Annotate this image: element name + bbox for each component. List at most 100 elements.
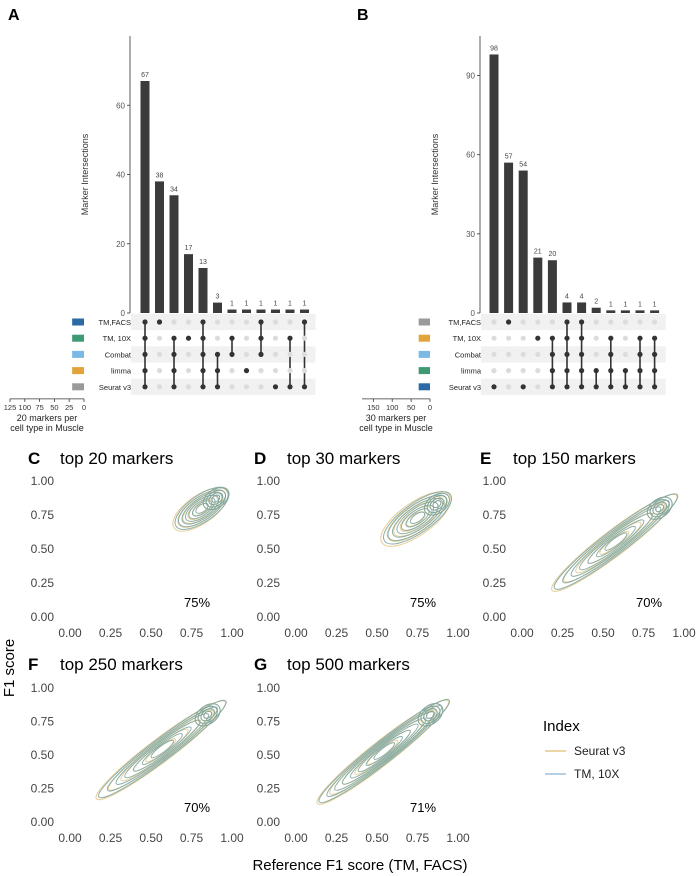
- density-peak-contour: [423, 492, 451, 516]
- matrix-dot-empty: [287, 351, 293, 357]
- y-tick-label: 0.75: [483, 508, 507, 522]
- upset-y-tick-label: 0: [471, 309, 476, 318]
- y-tick-label: 0.00: [31, 610, 55, 624]
- x-tick-label: 0.75: [406, 831, 430, 845]
- matrix-dot-empty: [593, 335, 599, 341]
- panel-label-a: A: [8, 7, 20, 24]
- shared-y-axis-label: F1 score: [1, 639, 18, 697]
- upset-y-tick-label: 60: [466, 151, 475, 160]
- density-contour: [587, 521, 642, 564]
- density-contour: [95, 700, 227, 801]
- intersection-bar: [504, 162, 514, 313]
- matrix-dot-empty: [506, 384, 512, 390]
- set-label: Seurat v3: [449, 383, 481, 392]
- matrix-dot-filled: [142, 384, 148, 390]
- set-size-bar: [418, 383, 430, 391]
- matrix-dot-empty: [491, 319, 497, 325]
- y-tick-label: 0.25: [31, 576, 55, 590]
- matrix-dot-empty: [520, 319, 526, 325]
- density-contour: [604, 532, 628, 551]
- matrix-dot-empty: [272, 335, 279, 341]
- density-contour: [316, 699, 449, 805]
- matrix-dot-filled: [258, 319, 264, 325]
- matrix-dot-empty: [156, 351, 163, 357]
- intersection-bar-label: 20: [549, 251, 557, 258]
- matrix-dot-filled: [622, 384, 629, 390]
- matrix-dot-empty: [549, 319, 556, 325]
- density-contour: [373, 742, 396, 760]
- matrix-dot-empty: [593, 351, 599, 357]
- x-tick-label: 0.75: [180, 831, 204, 845]
- density-contour: [570, 506, 662, 577]
- intersection-bar-label: 34: [170, 186, 178, 193]
- matrix-dot-filled: [200, 335, 206, 341]
- matrix-dot-empty: [229, 368, 235, 374]
- intersection-bar-label: 98: [490, 45, 498, 52]
- matrix-row-stripe: [131, 378, 316, 395]
- intersection-bar-label: 21: [534, 249, 542, 256]
- intersection-bar-label: 38: [156, 172, 164, 179]
- matrix-dot-empty: [229, 384, 235, 390]
- panel-title: top 150 markers: [513, 449, 636, 468]
- matrix-dot-empty: [185, 319, 192, 325]
- upset-y-tick-label: 30: [466, 230, 475, 239]
- matrix-dot-filled: [287, 384, 293, 390]
- intersection-bar: [562, 302, 572, 313]
- density-contour: [563, 503, 666, 583]
- intersection-bar-label: 2: [594, 299, 598, 306]
- matrix-dot-filled: [637, 384, 643, 390]
- matrix-dot-filled: [142, 368, 148, 374]
- matrix-dot-empty: [287, 368, 293, 374]
- panel-title: top 250 markers: [60, 655, 183, 674]
- density-contour: [181, 492, 223, 525]
- matrix-dot-empty: [506, 368, 512, 374]
- matrix-dot-empty: [520, 368, 526, 374]
- x-tick-label: 0.00: [284, 831, 308, 845]
- intersection-bar: [489, 54, 499, 313]
- panel-label-b: B: [357, 7, 369, 24]
- panel-label-f: F: [28, 655, 38, 674]
- matrix-dot-filled: [579, 384, 585, 390]
- intersection-bar-label: 4: [565, 293, 569, 300]
- intersection-bar-label: 4: [580, 293, 584, 300]
- matrix-dot-filled: [214, 368, 221, 374]
- density-peak-contour: [432, 500, 442, 509]
- matrix-dot-empty: [520, 351, 526, 357]
- density-contour: [575, 512, 654, 574]
- matrix-row-stripe: [131, 313, 316, 331]
- matrix-dot-empty: [171, 319, 177, 325]
- matrix-dot-filled: [608, 368, 614, 374]
- agreement-annotation: 70%: [636, 595, 662, 610]
- matrix-dot-empty: [491, 368, 497, 374]
- matrix-dot-filled: [142, 335, 148, 341]
- matrix-dot-empty: [506, 335, 512, 341]
- density-peak-contour: [194, 703, 221, 727]
- legend-title: Index: [543, 718, 580, 735]
- density-contour: [396, 501, 439, 535]
- x-tick-label: 0.25: [99, 831, 123, 845]
- matrix-dot-filled: [156, 319, 163, 325]
- intersection-bar-label: 1: [230, 301, 234, 308]
- agreement-annotation: 70%: [184, 800, 210, 815]
- density-peak-contour: [649, 499, 670, 518]
- set-size-tick-label: 50: [407, 403, 415, 412]
- density-peak-contour: [423, 708, 438, 722]
- x-tick-label: 0.75: [632, 626, 656, 640]
- x-tick-label: 1.00: [220, 626, 244, 640]
- matrix-dot-empty: [301, 368, 308, 374]
- set-size-axis-label: cell type in Muscle: [10, 423, 84, 433]
- matrix-dot-filled: [549, 351, 556, 357]
- density-peak-contour: [429, 497, 445, 511]
- set-size-bar: [72, 350, 84, 358]
- matrix-dot-filled: [564, 351, 570, 357]
- density-contour: [341, 719, 424, 785]
- panel-label-d: D: [254, 449, 266, 468]
- intersection-bar: [577, 302, 587, 313]
- density-contour: [132, 728, 189, 772]
- set-size-axis-label: cell type in Muscle: [359, 423, 433, 433]
- matrix-dot-filled: [637, 368, 643, 374]
- matrix-dot-filled: [229, 335, 235, 341]
- matrix-dot-empty: [608, 319, 614, 325]
